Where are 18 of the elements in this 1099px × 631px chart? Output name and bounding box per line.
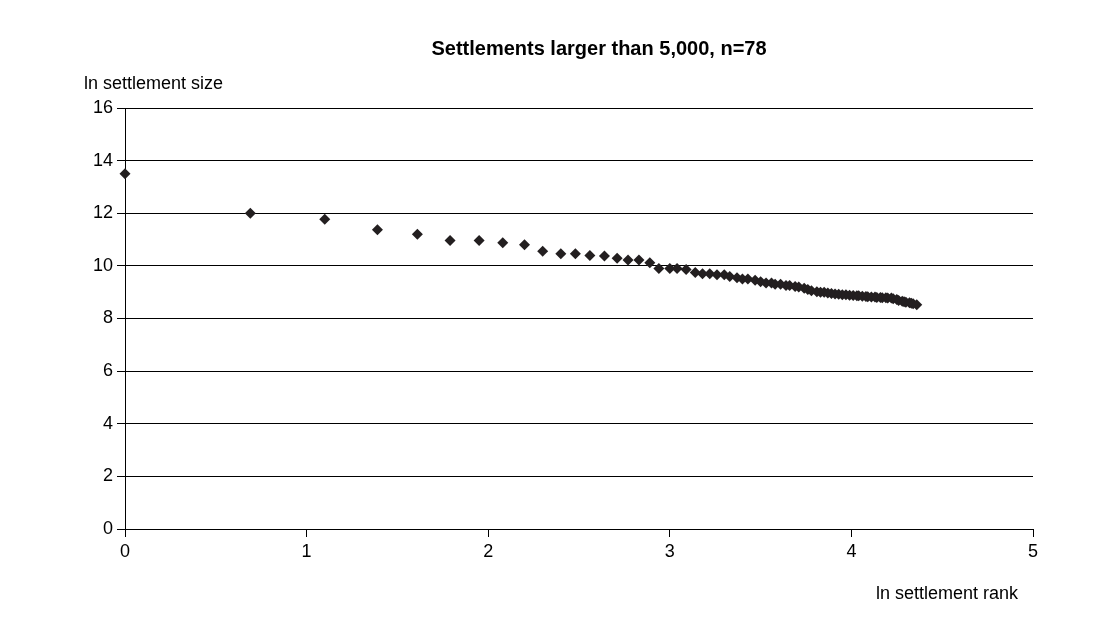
y-tick-label: 0 — [102, 517, 113, 538]
x-axis-title: ln settlement rank — [875, 582, 1019, 603]
x-tick-label: 5 — [1027, 540, 1039, 561]
y-tick-label: 8 — [102, 307, 113, 328]
chart-title: Settlements larger than 5,000, n=78 — [431, 36, 767, 59]
y-tick-label: 6 — [102, 360, 113, 381]
y-tick-label: 16 — [92, 96, 113, 117]
y-tick-label: 14 — [92, 149, 113, 170]
x-tick-label: 2 — [483, 540, 494, 561]
x-tick-label: 0 — [119, 540, 131, 561]
x-tick-label: 1 — [301, 540, 312, 561]
y-tick-label: 12 — [92, 202, 113, 223]
x-tick-label: 4 — [846, 540, 857, 561]
x-tick-label: 3 — [664, 540, 675, 561]
y-tick-label: 2 — [102, 465, 113, 486]
y-tick-label: 10 — [92, 254, 113, 275]
y-tick-label: 4 — [102, 412, 113, 433]
y-axis-title: ln settlement size — [84, 72, 224, 93]
